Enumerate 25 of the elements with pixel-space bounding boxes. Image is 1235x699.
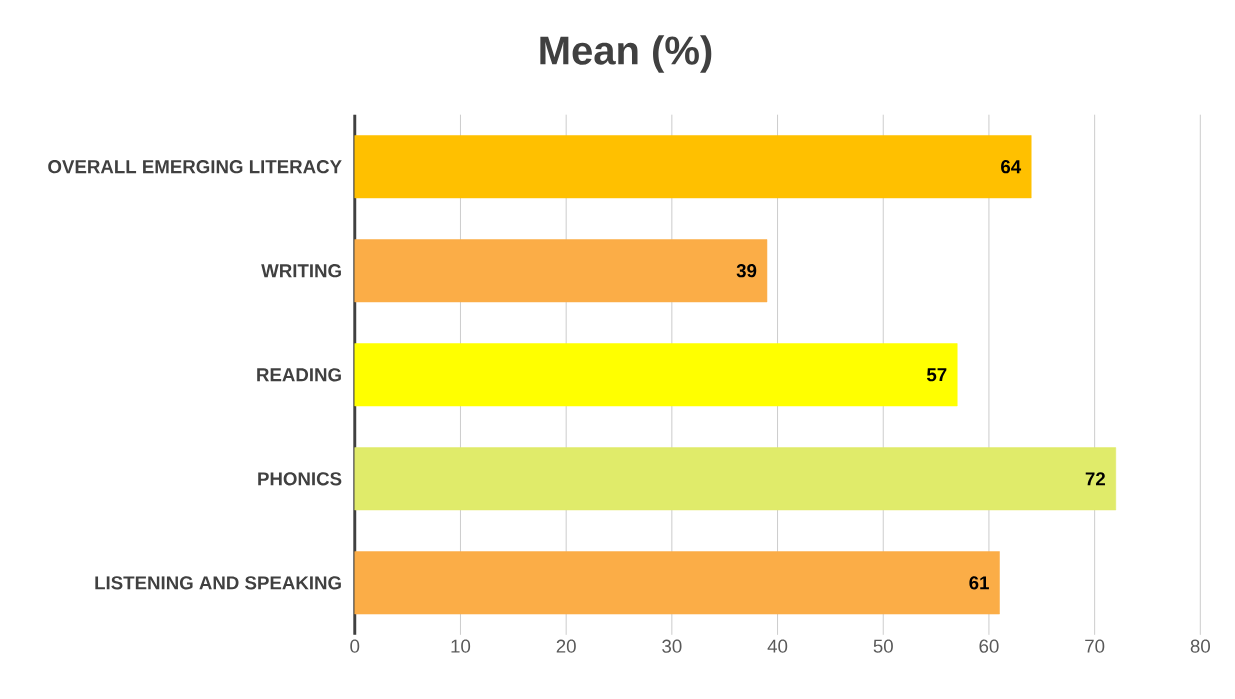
- x-tick-label: 50: [873, 639, 893, 653]
- x-tick-label: 30: [662, 639, 682, 653]
- data-label: 61: [969, 576, 989, 590]
- x-tick-label: 10: [451, 639, 471, 653]
- bar: [354, 239, 768, 303]
- x-tick-label: 70: [1085, 639, 1105, 653]
- y-tick-label: WRITING: [261, 264, 341, 278]
- bar: [354, 135, 1032, 199]
- data-label: 64: [1001, 160, 1022, 174]
- x-tick-label: 60: [979, 639, 999, 653]
- data-label: 39: [736, 264, 757, 278]
- x-tick-label: 40: [767, 639, 788, 653]
- x-tick-label: 80: [1190, 639, 1210, 653]
- chart-title: Mean (%): [540, 35, 712, 73]
- bar: [354, 343, 958, 407]
- x-tick-label: 0: [350, 639, 360, 653]
- bar: [354, 447, 1117, 511]
- x-tick-label: 20: [556, 639, 576, 653]
- y-tick-label: OVERALL EMERGING LITERACY: [48, 160, 342, 174]
- bar: [354, 551, 1000, 615]
- y-tick-label: PHONICS: [258, 472, 342, 486]
- data-label: 72: [1085, 472, 1105, 486]
- y-tick-label: READING: [257, 368, 341, 382]
- y-tick-label: LISTENING AND SPEAKING: [95, 576, 341, 590]
- data-label: 57: [926, 368, 947, 382]
